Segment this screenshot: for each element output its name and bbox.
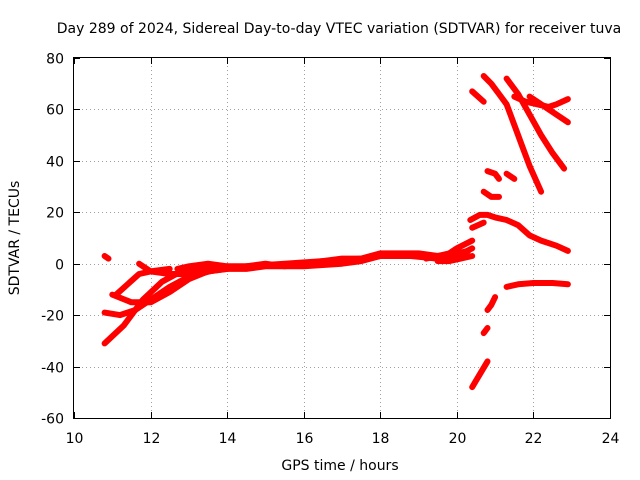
x-tick-label: 16 bbox=[296, 431, 314, 447]
x-tick-label: 22 bbox=[525, 431, 543, 447]
x-axis-label: GPS time / hours bbox=[281, 458, 398, 474]
y-tick-label: 20 bbox=[46, 206, 64, 222]
series-arc-t bbox=[526, 93, 571, 126]
plot-frame bbox=[73, 57, 611, 419]
data-traces bbox=[101, 73, 571, 391]
series-arc-x bbox=[101, 253, 112, 262]
y-tick-label: -40 bbox=[41, 361, 64, 377]
x-tick-label: 14 bbox=[219, 431, 237, 447]
series-arc-q bbox=[480, 73, 545, 195]
series-arc-v bbox=[503, 170, 518, 182]
y-tick-label: 40 bbox=[46, 155, 64, 171]
series-arc-o bbox=[469, 219, 487, 231]
y-tick-label: -60 bbox=[41, 412, 64, 428]
y-tick-label: -20 bbox=[41, 309, 64, 325]
series-arc-r bbox=[503, 75, 568, 172]
x-tick-label: 20 bbox=[449, 431, 467, 447]
y-tick-label: 60 bbox=[46, 103, 64, 119]
x-tick-label: 10 bbox=[66, 431, 84, 447]
series-arc-j bbox=[469, 358, 491, 391]
y-axis-label: SDTVAR / TECUs bbox=[7, 181, 23, 296]
series-arc-k bbox=[480, 325, 491, 337]
chart-title: Day 289 of 2024, Sidereal Day-to-day VTE… bbox=[57, 21, 621, 37]
y-tick-label: 80 bbox=[46, 52, 64, 68]
y-tick-label: 0 bbox=[55, 258, 64, 274]
series-arc-m bbox=[503, 280, 571, 290]
x-tick-label: 12 bbox=[143, 431, 161, 447]
series-arc-h bbox=[423, 237, 476, 262]
series-arc-p bbox=[469, 88, 487, 105]
series-arc-u bbox=[484, 168, 502, 182]
series-arc-n bbox=[467, 211, 571, 254]
series-arc-w bbox=[480, 188, 502, 200]
x-tick-label: 18 bbox=[372, 431, 390, 447]
axis-ticks: 10 12 14 16 18 20 22 24 -60 -40 -20 0 20 40 60 80 bbox=[41, 52, 619, 448]
x-tick-label: 24 bbox=[602, 431, 620, 447]
series-arc-a bbox=[101, 263, 231, 347]
series-arc-l bbox=[484, 294, 499, 313]
series-arc-i bbox=[434, 253, 476, 265]
